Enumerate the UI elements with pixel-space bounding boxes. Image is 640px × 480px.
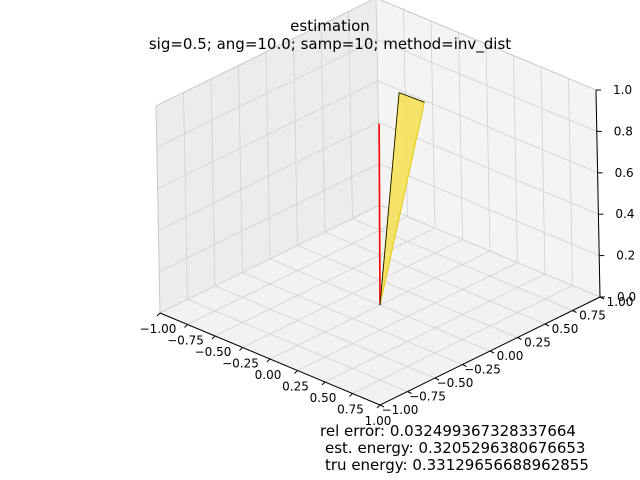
z-tick-label: 0.8: [614, 124, 633, 138]
x-tick-label: 0.25: [282, 380, 309, 394]
z-tick-label: 0.6: [615, 166, 634, 180]
x-tick-label: 0.50: [310, 391, 337, 405]
z-grid-line: [158, 121, 599, 231]
vector-line: [378, 123, 381, 306]
x-tick-label: −1.00: [140, 322, 177, 336]
x-tick-label: −0.25: [222, 357, 259, 371]
y-tick: [379, 404, 385, 408]
data-layer: [378, 91, 425, 306]
rel-error-text: rel error: 0.032499367328337664: [320, 422, 576, 440]
z-grid-line: [156, 38, 597, 148]
y-tick: [407, 391, 412, 394]
y-tick-label: −1.00: [382, 403, 419, 417]
z-tick-label: 0.4: [615, 207, 634, 221]
z-axis-line: [595, 89, 601, 298]
y-tick-label: 0.25: [524, 336, 551, 350]
x-tick: [321, 381, 326, 386]
x-tick: [349, 393, 353, 397]
y-tick-label: 1.00: [607, 295, 634, 309]
y-tick-label: 0.75: [579, 309, 606, 323]
y-tick-label: −0.25: [464, 363, 501, 377]
surface-edge: [398, 92, 425, 103]
x-tick: [184, 324, 188, 328]
x-tick-label: 0.00: [255, 368, 282, 382]
y-tick-label: 0.50: [552, 322, 579, 336]
axis-ticks: −1.00−0.75−0.50−0.250.000.250.500.751.00…: [140, 83, 636, 428]
y-tick: [572, 310, 577, 313]
chart-title: estimation: [290, 17, 370, 35]
tru-energy-text: tru energy: 0.33129656688962855: [325, 456, 589, 474]
y-tick: [434, 377, 440, 381]
x-tick: [266, 358, 271, 363]
y-tick: [489, 350, 495, 354]
pane-edge: [155, 105, 161, 314]
x-tick-label: 1.00: [365, 414, 392, 428]
x-tick: [376, 404, 381, 409]
chart-subtitle: sig=0.5; ang=10.0; samp=10; method=inv_d…: [148, 35, 512, 53]
z-grid-line: [157, 80, 598, 190]
pane-edge: [155, 0, 597, 107]
y-tick-label: −0.75: [409, 390, 446, 404]
surface-edge: [379, 92, 400, 306]
y-tick-label: 0.00: [497, 349, 524, 363]
y-tick-label: −0.50: [437, 376, 474, 390]
x-tick-label: 0.75: [337, 403, 364, 417]
est-energy-text: est. energy: 0.3205296380676653: [325, 439, 586, 457]
x-tick: [211, 335, 216, 340]
y-tick: [544, 323, 550, 327]
x-tick: [156, 312, 161, 317]
x-tick: [294, 370, 298, 374]
z-tick-label: 0.0: [617, 290, 636, 304]
y-tick: [462, 364, 467, 367]
z-tick-label: 0.2: [616, 249, 635, 263]
x-tick-label: −0.50: [195, 345, 232, 359]
x-tick-label: −0.75: [167, 334, 204, 348]
y-tick: [517, 337, 522, 340]
x-tick: [239, 347, 243, 351]
z-tick-label: 1.0: [613, 83, 632, 97]
